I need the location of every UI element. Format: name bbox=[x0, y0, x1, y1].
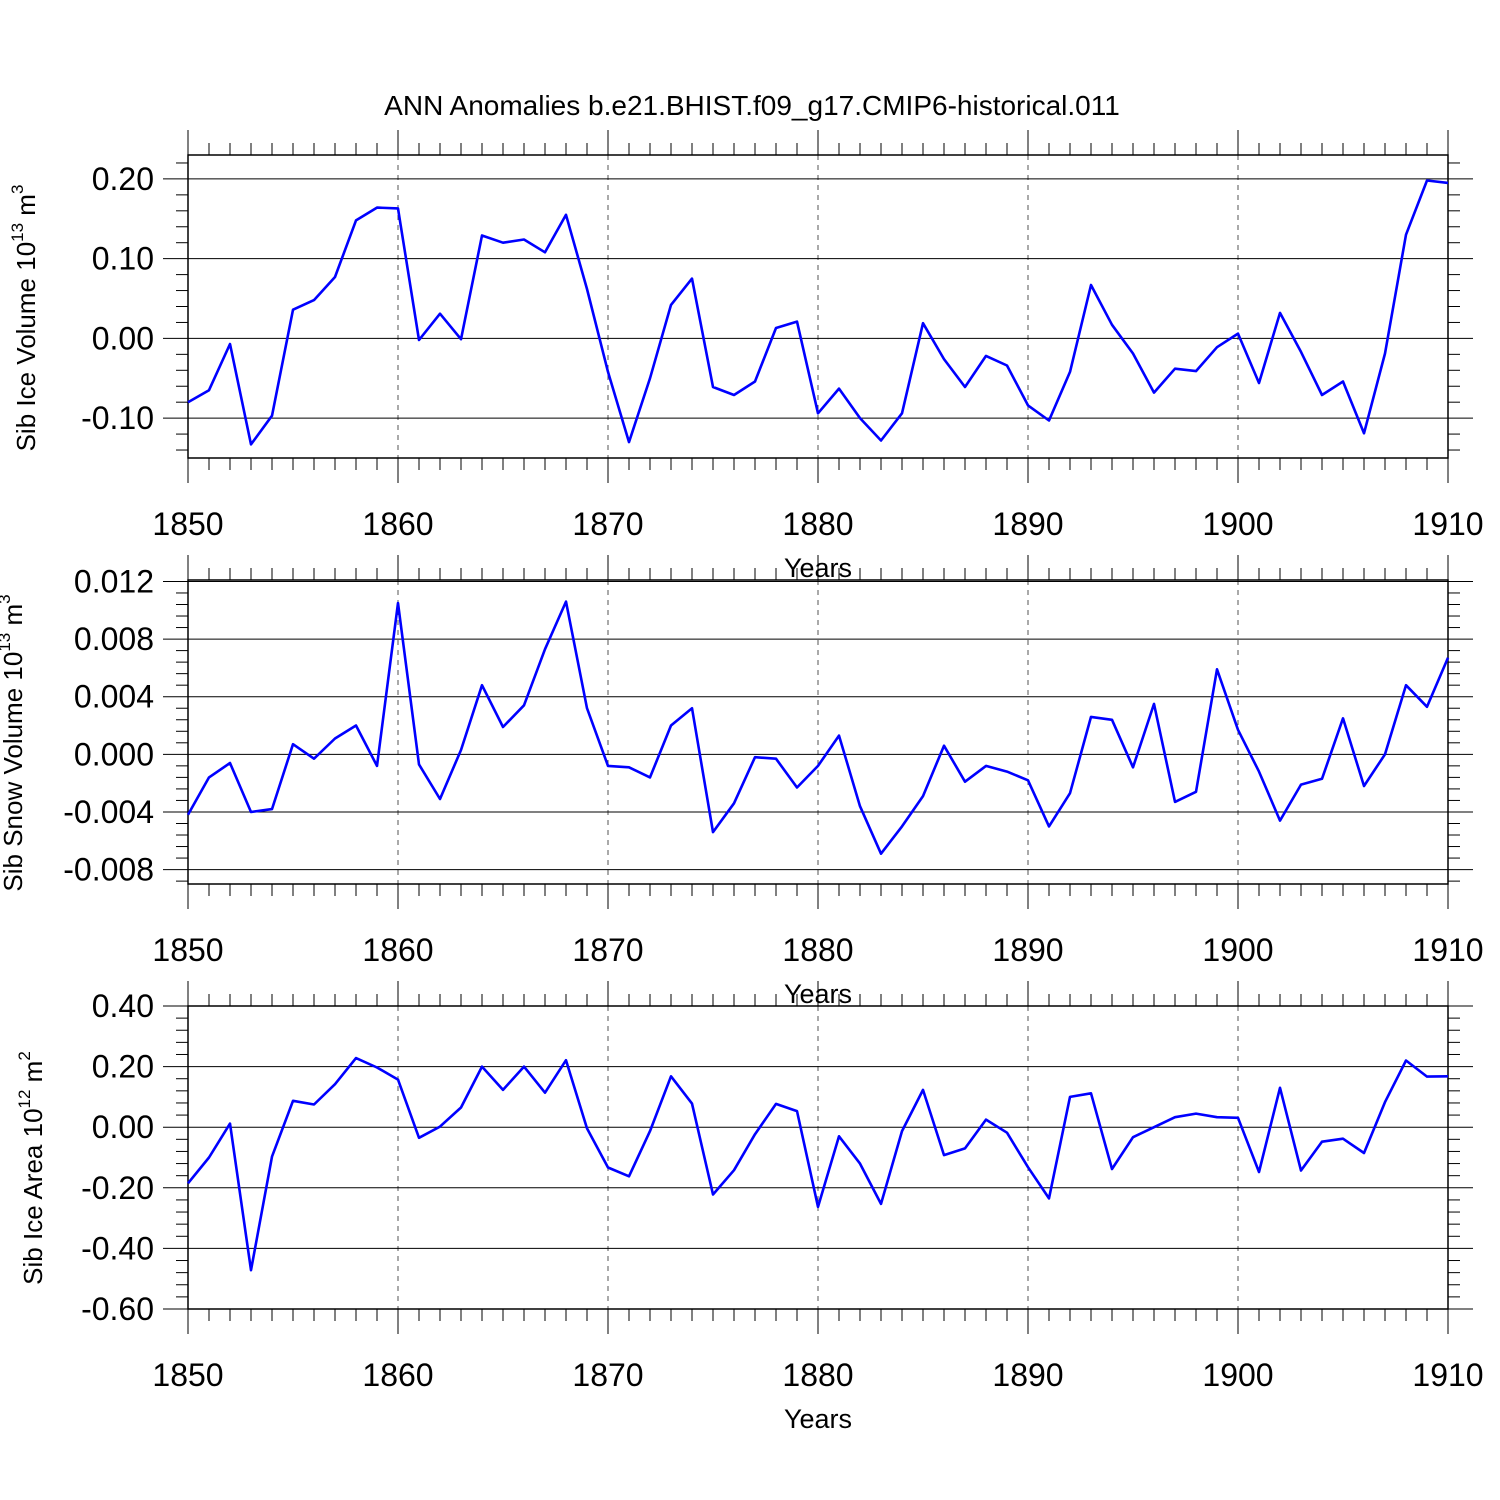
x-tick-label: 1860 bbox=[362, 932, 433, 968]
y-tick-label: 0.012 bbox=[74, 563, 154, 599]
x-tick-label: 1890 bbox=[992, 506, 1063, 542]
x-tick-label: 1870 bbox=[572, 932, 643, 968]
y-tick-label: 0.20 bbox=[92, 161, 154, 197]
y-axis-label: Sib Snow Volume 1013 m3 bbox=[0, 594, 28, 891]
y-tick-label: -0.10 bbox=[81, 400, 154, 436]
y-axis-label-exponent: 3 bbox=[8, 185, 27, 194]
y-tick-label: 0.40 bbox=[92, 988, 154, 1024]
x-tick-label: 1880 bbox=[782, 932, 853, 968]
x-tick-label: 1870 bbox=[572, 506, 643, 542]
y-axis-label-text: Sib Ice Area 10 bbox=[18, 1108, 48, 1284]
y-axis-label-text: m bbox=[18, 1061, 48, 1090]
x-tick-label: 1880 bbox=[782, 1357, 853, 1393]
panel-ice-volume: -0.10 0.00 0.10 0.20 1850 1860 1870 1880 1890 190… bbox=[8, 130, 1484, 583]
y-axis-label-exponent: 12 bbox=[15, 1090, 34, 1109]
series-line bbox=[187, 179, 1449, 446]
x-tick-label: 1890 bbox=[992, 1357, 1063, 1393]
panel-ice-area: -0.60 -0.40 -0.20 0.00 0.20 0.40 1850 1860 1870 1… bbox=[15, 981, 1484, 1434]
y-tick-label: 0.20 bbox=[92, 1049, 154, 1085]
y-tick-label: -0.60 bbox=[81, 1291, 154, 1327]
x-tick-label: 1850 bbox=[152, 506, 223, 542]
y-axis-label-exponent: 13 bbox=[0, 633, 14, 652]
x-tick-label: 1900 bbox=[1202, 1357, 1273, 1393]
y-tick-label: -0.20 bbox=[81, 1170, 154, 1206]
x-tick-label: 1910 bbox=[1412, 932, 1483, 968]
x-tick-label: 1870 bbox=[572, 1357, 643, 1393]
x-tick-label: 1860 bbox=[362, 1357, 433, 1393]
y-axis-label-exponent: 3 bbox=[0, 594, 14, 603]
figure-title: ANN Anomalies b.e21.BHIST.f09_g17.CMIP6-… bbox=[384, 90, 1120, 121]
y-tick-label: 0.00 bbox=[92, 320, 154, 356]
x-tick-label: 1900 bbox=[1202, 932, 1273, 968]
x-axis-label: Years bbox=[784, 1404, 852, 1434]
x-tick-label: 1900 bbox=[1202, 506, 1273, 542]
y-axis-label-exponent: 2 bbox=[15, 1051, 34, 1060]
x-tick-label: 1850 bbox=[152, 932, 223, 968]
y-tick-label: 0.10 bbox=[92, 241, 154, 277]
y-tick-label: 0.000 bbox=[74, 736, 154, 772]
x-tick-label: 1910 bbox=[1412, 506, 1483, 542]
y-tick-label: -0.008 bbox=[63, 852, 154, 888]
y-tick-label: 0.008 bbox=[74, 621, 154, 657]
y-axis-label-exponent: 13 bbox=[8, 223, 27, 242]
x-tick-label: 1890 bbox=[992, 932, 1063, 968]
series-line bbox=[186, 600, 1450, 856]
x-tick-label: 1880 bbox=[782, 506, 853, 542]
series-line bbox=[186, 1056, 1449, 1272]
y-axis-label-text: Sib Snow Volume 10 bbox=[0, 652, 28, 892]
x-tick-label: 1850 bbox=[152, 1357, 223, 1393]
y-axis-label-text: m bbox=[0, 604, 28, 633]
y-tick-label: -0.004 bbox=[63, 794, 154, 830]
y-axis-label-text: m bbox=[11, 194, 41, 223]
y-axis-label: Sib Ice Volume 1013 m3 bbox=[8, 185, 41, 452]
y-tick-label: 0.004 bbox=[74, 679, 154, 715]
panel-snow-volume: -0.008 -0.004 0.000 0.004 0.008 0.012 1850 1860… bbox=[0, 555, 1484, 1009]
x-tick-label: 1860 bbox=[362, 506, 433, 542]
y-axis-label: Sib Ice Area 1012 m2 bbox=[15, 1051, 48, 1285]
x-tick-label: 1910 bbox=[1412, 1357, 1483, 1393]
y-tick-label: -0.40 bbox=[81, 1230, 154, 1266]
y-tick-label: 0.00 bbox=[92, 1109, 154, 1145]
y-axis-label-text: Sib Ice Volume 10 bbox=[11, 242, 41, 452]
